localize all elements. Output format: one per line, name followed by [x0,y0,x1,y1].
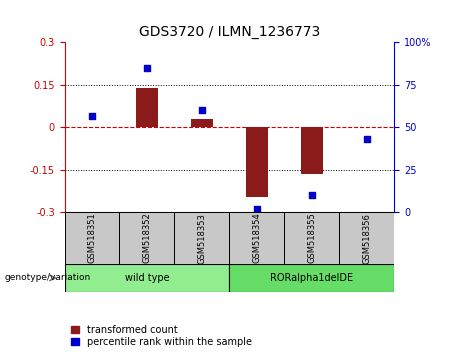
Text: genotype/variation: genotype/variation [5,273,91,282]
Bar [301,127,323,174]
Bar [191,119,213,127]
Bar [136,88,158,127]
Text: GSM518354: GSM518354 [252,213,261,263]
Text: GSM518352: GSM518352 [142,213,152,263]
Bar [229,212,284,264]
Point [143,65,151,71]
Text: wild type: wild type [124,273,169,283]
Point [253,206,260,212]
Text: RORalpha1delDE: RORalpha1delDE [270,273,353,283]
Text: GSM518356: GSM518356 [362,213,371,263]
Point [89,113,96,118]
Bar [174,212,229,264]
Bar [65,212,119,264]
Bar [229,264,394,292]
Bar [339,212,394,264]
Bar [284,212,339,264]
Text: GSM518355: GSM518355 [307,213,316,263]
Point [363,137,370,142]
Point [198,108,206,113]
Point [308,193,315,198]
Legend: transformed count, percentile rank within the sample: transformed count, percentile rank withi… [70,323,254,349]
Title: GDS3720 / ILMN_1236773: GDS3720 / ILMN_1236773 [139,25,320,39]
Text: GSM518351: GSM518351 [88,213,96,263]
Text: GSM518353: GSM518353 [197,213,207,263]
Bar [65,264,229,292]
Bar [246,127,268,197]
Bar [119,212,174,264]
